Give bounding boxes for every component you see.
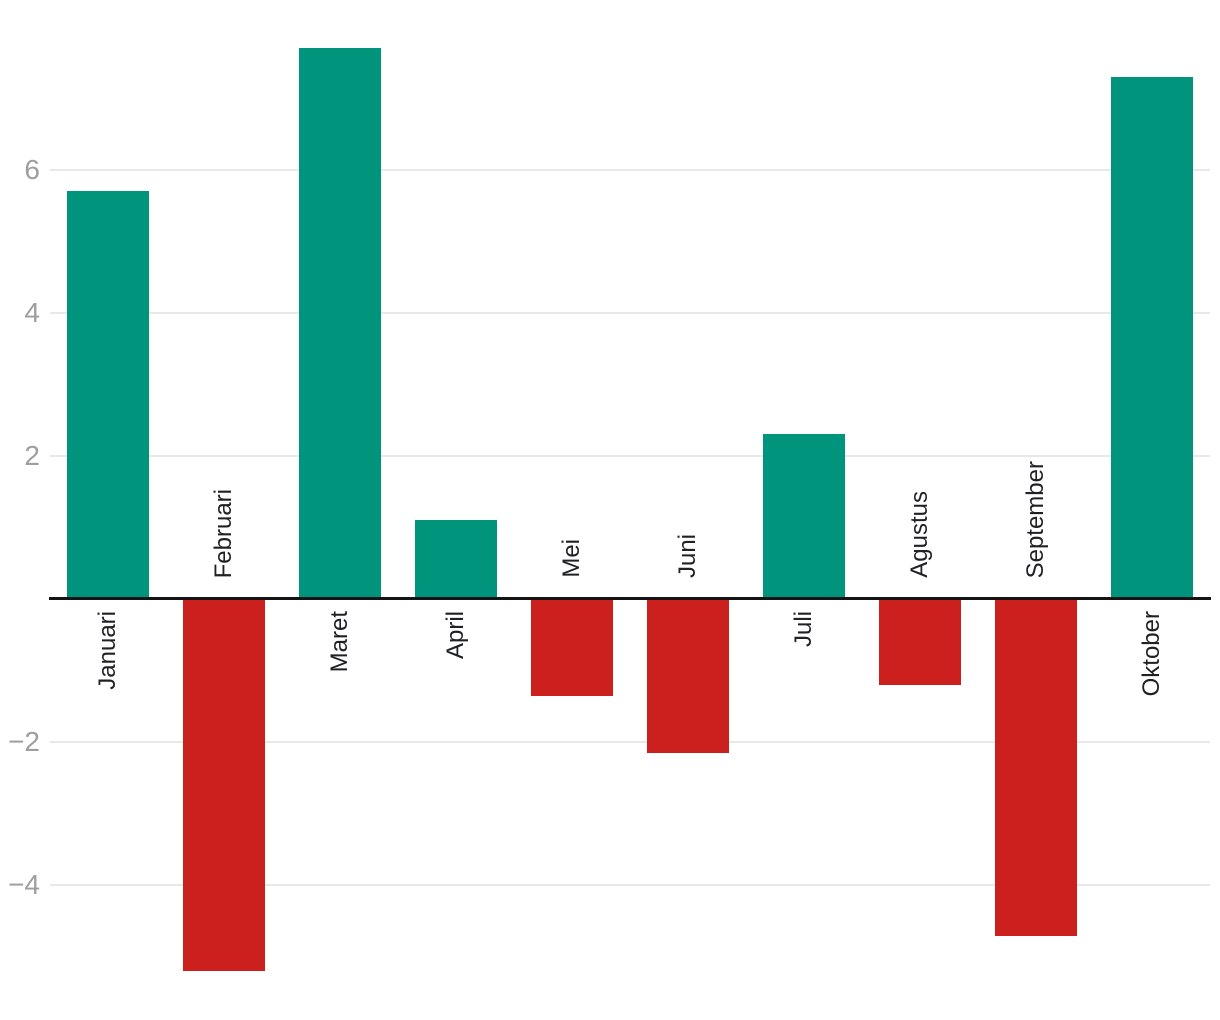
gridline-y-−4 bbox=[50, 884, 1210, 886]
y-tick-label: −2 bbox=[8, 726, 40, 757]
category-label-februari: Februari bbox=[210, 488, 237, 578]
category-label-agustus: Agustus bbox=[906, 491, 933, 578]
gridline-y-4 bbox=[50, 312, 1210, 314]
x-axis-baseline bbox=[49, 597, 1211, 600]
category-label-januari: Januari bbox=[94, 611, 121, 690]
gridline-y-2 bbox=[50, 455, 1210, 457]
bar-februari[interactable] bbox=[183, 598, 265, 972]
category-label-oktober: Oktober bbox=[1138, 611, 1165, 697]
bar-agustus[interactable] bbox=[879, 598, 961, 686]
bar-maret[interactable] bbox=[299, 47, 381, 600]
bar-januari[interactable] bbox=[67, 190, 149, 600]
category-label-juni: Juni bbox=[674, 533, 701, 578]
gridline-y-−2 bbox=[50, 741, 1210, 743]
bar-mei[interactable] bbox=[531, 598, 613, 696]
y-tick-label: −4 bbox=[8, 869, 40, 900]
bar-april[interactable] bbox=[415, 519, 497, 600]
category-label-mei: Mei bbox=[558, 539, 585, 578]
category-label-september: September bbox=[1022, 460, 1049, 578]
y-tick-label: 4 bbox=[24, 297, 40, 328]
category-label-maret: Maret bbox=[326, 611, 353, 673]
bar-juni[interactable] bbox=[647, 598, 729, 754]
y-tick-label: 6 bbox=[24, 154, 40, 185]
bar-september[interactable] bbox=[995, 598, 1077, 936]
category-label-april: April bbox=[442, 611, 469, 660]
category-label-juli: Juli bbox=[790, 611, 817, 648]
bar-oktober[interactable] bbox=[1111, 76, 1193, 600]
gridline-y-6 bbox=[50, 169, 1210, 171]
bar-juli[interactable] bbox=[763, 434, 845, 600]
y-tick-label: 2 bbox=[24, 440, 40, 471]
